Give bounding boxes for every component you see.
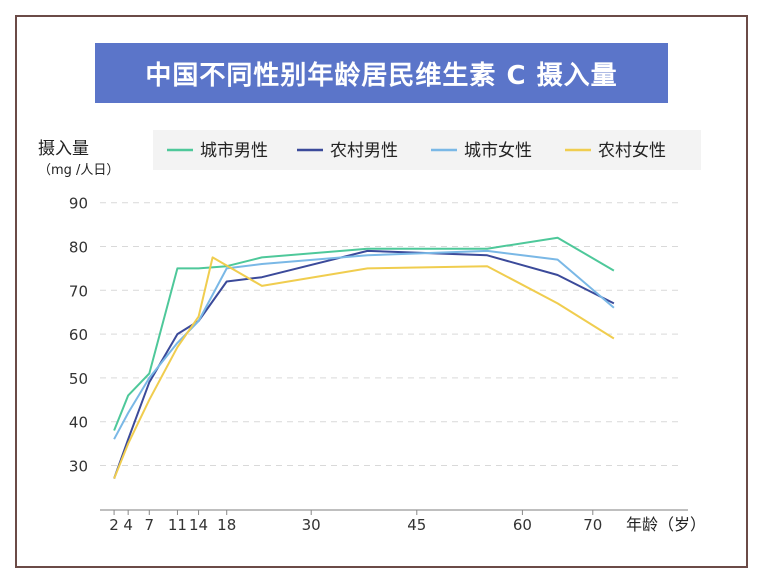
y-tick-label-90: 90: [69, 195, 88, 213]
x-tick-label-45: 45: [407, 516, 426, 534]
chart-title: 中国不同性别年龄居民维生素 C 摄入量: [95, 43, 668, 103]
legend-label-2: 农村男性: [330, 141, 398, 161]
y-axis-label: 摄入量: [38, 139, 89, 159]
y-tick-label-80: 80: [69, 239, 88, 257]
x-axis-label: 年龄（岁）: [626, 515, 706, 534]
x-tick-label-18: 18: [217, 516, 236, 534]
x-tick-label-4: 4: [123, 516, 133, 534]
y-axis-unit: （mg /人日）: [38, 163, 120, 178]
y-axis-label-block: 摄入量 （mg /人日）: [38, 138, 119, 182]
series-line-3: [113, 249, 615, 440]
legend-label-1: 城市男性: [200, 141, 268, 161]
y-tick-label-70: 70: [69, 282, 88, 300]
x-tick-label-2: 2: [109, 516, 119, 534]
legend-label-4: 农村女性: [598, 141, 666, 161]
y-tick-label-30: 30: [69, 458, 88, 476]
y-tick-label-50: 50: [69, 370, 88, 388]
series-line-2: [113, 249, 615, 479]
x-tick-label-30: 30: [302, 516, 321, 534]
legend-background: [153, 130, 701, 170]
y-tick-label-40: 40: [69, 414, 88, 432]
x-tick-label-14: 14: [189, 516, 208, 534]
x-tick-label-60: 60: [513, 516, 532, 534]
y-tick-label-60: 60: [69, 326, 88, 344]
x-tick-label-11: 11: [168, 516, 187, 534]
chart-frame: [15, 15, 748, 568]
legend-label-3: 城市女性: [464, 141, 532, 161]
x-tick-label-7: 7: [145, 516, 155, 534]
x-tick-label-70: 70: [583, 516, 602, 534]
series-line-4: [113, 256, 615, 479]
